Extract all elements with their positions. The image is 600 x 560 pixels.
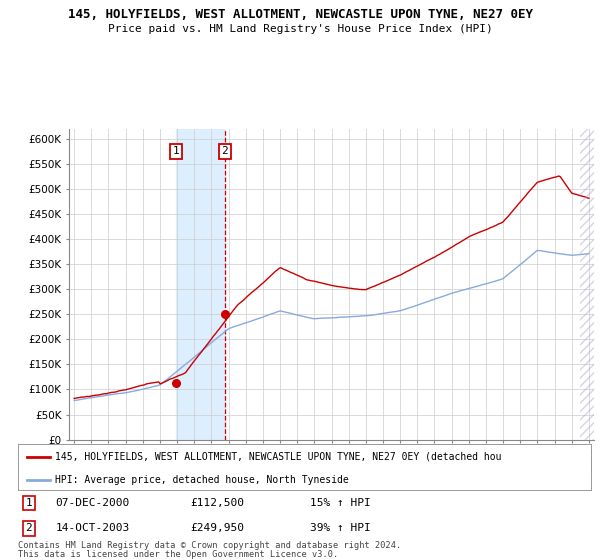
- Text: £112,500: £112,500: [190, 498, 244, 508]
- Text: This data is licensed under the Open Government Licence v3.0.: This data is licensed under the Open Gov…: [18, 550, 338, 559]
- Text: 14-OCT-2003: 14-OCT-2003: [55, 523, 130, 533]
- Text: 145, HOLYFIELDS, WEST ALLOTMENT, NEWCASTLE UPON TYNE, NE27 0EY: 145, HOLYFIELDS, WEST ALLOTMENT, NEWCAST…: [67, 8, 533, 21]
- Text: 1: 1: [25, 498, 32, 508]
- Bar: [176, 129, 225, 440]
- Text: £249,950: £249,950: [190, 523, 244, 533]
- Text: 2: 2: [25, 523, 32, 533]
- Text: Contains HM Land Registry data © Crown copyright and database right 2024.: Contains HM Land Registry data © Crown c…: [18, 541, 401, 550]
- Text: Price paid vs. HM Land Registry's House Price Index (HPI): Price paid vs. HM Land Registry's House …: [107, 24, 493, 34]
- Text: 145, HOLYFIELDS, WEST ALLOTMENT, NEWCASTLE UPON TYNE, NE27 0EY (detached hou: 145, HOLYFIELDS, WEST ALLOTMENT, NEWCAST…: [55, 452, 502, 462]
- Text: 15% ↑ HPI: 15% ↑ HPI: [310, 498, 371, 508]
- Text: 1: 1: [173, 146, 179, 156]
- Text: HPI: Average price, detached house, North Tyneside: HPI: Average price, detached house, Nort…: [55, 475, 349, 485]
- Text: 39% ↑ HPI: 39% ↑ HPI: [310, 523, 371, 533]
- Text: 2: 2: [221, 146, 229, 156]
- Bar: [580, 129, 600, 440]
- Text: 07-DEC-2000: 07-DEC-2000: [55, 498, 130, 508]
